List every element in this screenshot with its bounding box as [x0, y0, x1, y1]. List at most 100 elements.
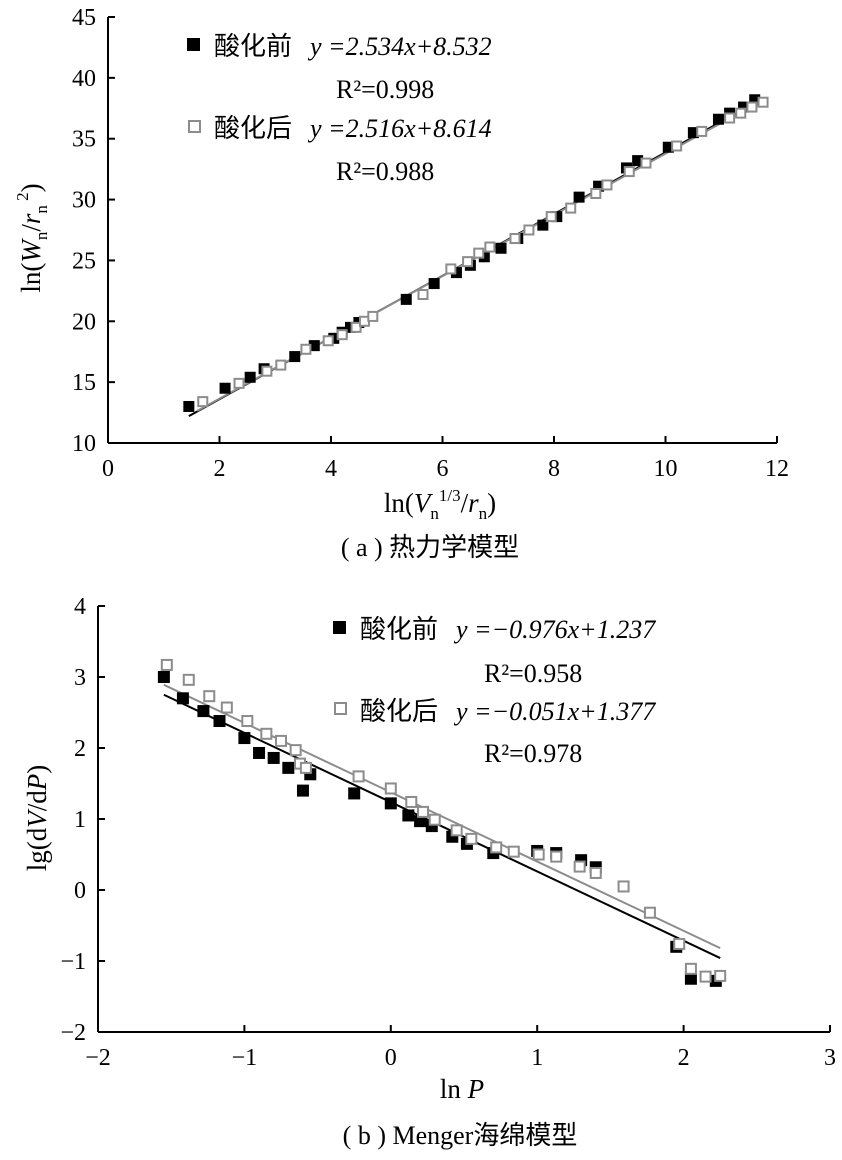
x-tick-label: 12 [765, 456, 789, 482]
x-tick-label: −1 [232, 1045, 258, 1071]
x-tick-label: −2 [85, 1045, 111, 1071]
data-point-after [507, 845, 520, 858]
data-point-before [328, 332, 340, 344]
data-point-before [176, 692, 189, 705]
data-point-before [296, 784, 309, 797]
y-tick-label: 0 [74, 878, 86, 904]
y-tick-label: 10 [72, 431, 96, 457]
plot-area [183, 94, 769, 418]
data-point-after [241, 715, 254, 728]
y-tick-label: 3 [74, 665, 86, 691]
data-point-before [495, 242, 507, 254]
thermodynamic-model-chart: 0 2 4 6 8 10 12 10 15 20 25 30 35 40 45 ln(Wn/rn 2) l… [13, 5, 789, 562]
data-point-after [405, 795, 418, 808]
x-tick-label: 4 [325, 456, 337, 482]
y-tick-label: 15 [72, 370, 96, 396]
x-axis-label: ln P [440, 1074, 484, 1104]
x-tick-label: 6 [437, 456, 449, 482]
legend: 酸化前 y =2.534x+8.532 R²=0.998 酸化后 y =2.51… [187, 32, 492, 186]
data-point-before [684, 972, 697, 985]
data-point-after [757, 96, 769, 108]
data-point-after [261, 365, 273, 377]
data-point-after [590, 187, 602, 199]
y-axis: −2 −1 0 1 2 3 4 [60, 594, 105, 1046]
y-tick-label: 30 [72, 188, 96, 214]
data-point-before [662, 141, 674, 153]
legend: 酸化前 y =−0.976x+1.237 R²=0.958 酸化后 y =−0.… [333, 615, 656, 768]
data-point-before [537, 219, 549, 231]
data-point-after [643, 906, 656, 919]
y-tick-label: 1 [74, 807, 86, 833]
data-point-after [573, 860, 586, 873]
y-tick-label: 40 [72, 66, 96, 92]
y-tick-label: 2 [74, 736, 86, 762]
data-point-before [157, 671, 170, 683]
data-point-before [384, 797, 397, 810]
legend-marker-after [334, 702, 347, 715]
x-axis: −2 −1 0 1 2 3 [85, 1025, 836, 1071]
x-axis-label: ln(Vn1/3/rn) [384, 486, 496, 523]
data-point-after [220, 701, 233, 714]
legend-marker-before [333, 621, 346, 634]
data-point-before [573, 191, 585, 203]
data-point-after [160, 658, 173, 671]
data-point-after [545, 211, 557, 223]
y-axis: 10 15 20 25 30 35 40 45 [72, 5, 115, 457]
data-point-before [402, 809, 415, 822]
legend-r2-after: R²=0.978 [484, 739, 582, 768]
data-point-after [684, 962, 697, 975]
data-point-after [617, 880, 630, 893]
data-point-after [182, 673, 195, 686]
data-point-after [352, 770, 365, 783]
y-tick-label: 20 [72, 309, 96, 335]
data-point-before [213, 715, 226, 728]
fit-line-before [163, 693, 721, 959]
data-point-after [589, 866, 602, 879]
y-tick-label: 35 [72, 127, 96, 153]
plot-area [157, 658, 727, 987]
x-tick-label: 2 [214, 456, 226, 482]
data-point-after [724, 112, 736, 124]
data-point-after [233, 377, 245, 389]
data-point-after [450, 824, 463, 837]
y-tick-label: −1 [60, 949, 86, 975]
legend-r2-after: R²=0.988 [336, 157, 434, 186]
data-point-after [509, 233, 521, 245]
data-point-after [260, 727, 273, 740]
data-point-after [275, 359, 287, 371]
data-point-after [623, 166, 635, 178]
data-point-before [238, 732, 251, 745]
data-point-after [197, 396, 209, 408]
data-point-after [550, 850, 563, 863]
data-point-before [478, 251, 490, 263]
y-axis-label: lg(dV/dP) [22, 765, 52, 872]
legend-equation-after: y =−0.051x+1.377 [453, 697, 656, 726]
data-point-before [593, 180, 605, 192]
data-point-after [289, 744, 302, 757]
data-point-before [551, 211, 563, 223]
data-point-after [699, 970, 712, 983]
x-tick-label: 3 [824, 1045, 836, 1071]
legend-marker-before [187, 38, 200, 51]
data-point-before [289, 351, 301, 363]
data-point-after [473, 247, 485, 259]
data-point-before [687, 127, 699, 139]
data-point-before [282, 761, 295, 774]
data-point-after [465, 832, 478, 845]
data-point-after [445, 263, 457, 275]
legend-equation-after: y =2.516x+8.614 [307, 114, 492, 143]
data-point-after [336, 329, 348, 341]
data-point-before [267, 751, 280, 764]
y-axis-label: ln(Wn/rn 2) [13, 183, 51, 292]
chart-caption: ( a ) 热力学模型 [341, 533, 519, 562]
data-point-before [450, 267, 462, 279]
x-tick-label: 10 [654, 456, 678, 482]
data-point-before [308, 340, 320, 352]
data-point-before [253, 746, 266, 759]
data-point-before [632, 155, 644, 167]
data-point-after [671, 140, 683, 152]
data-point-after [428, 813, 441, 826]
data-point-after [484, 241, 496, 253]
data-point-after [490, 841, 503, 854]
data-point-after [523, 224, 535, 236]
